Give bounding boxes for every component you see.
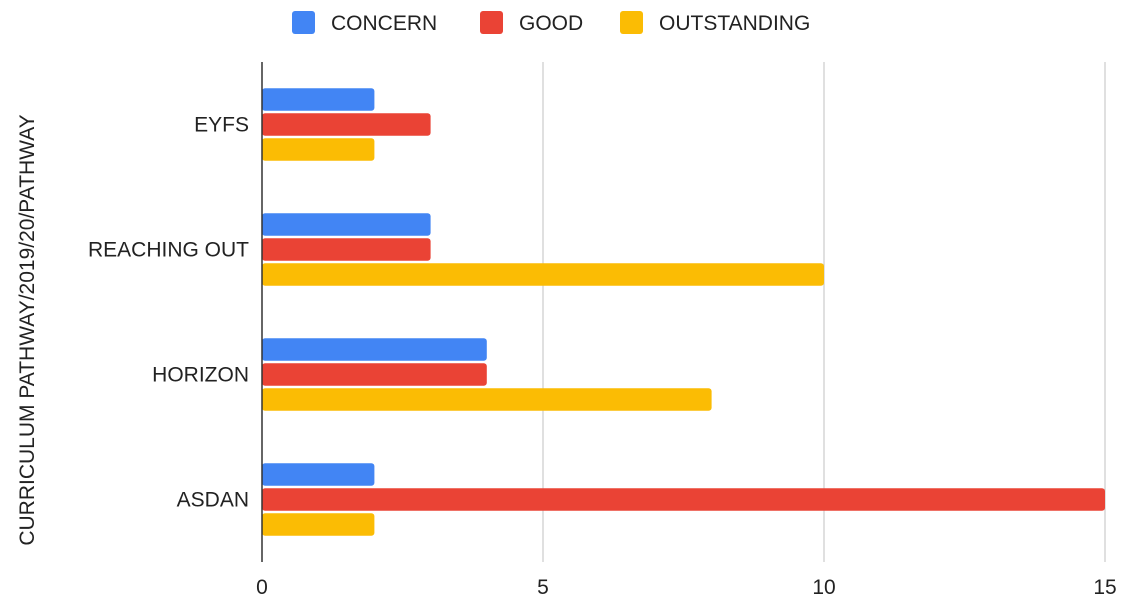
legend-swatch-good: [480, 11, 503, 34]
bar-reaching-out-outstanding: [262, 263, 824, 286]
bar-horizon-good: [262, 363, 487, 386]
legend-label-concern: CONCERN: [331, 12, 437, 35]
bar-reaching-out-concern: [262, 213, 431, 236]
bar-horizon-outstanding: [262, 388, 712, 411]
legend-swatch-concern: [292, 11, 315, 34]
x-tick-label: 0: [256, 576, 268, 597]
y-axis-title: CURRICULUM PATHWAY/2019/20/PATHWAY: [16, 114, 39, 545]
bar-horizon-concern: [262, 338, 487, 361]
legend: CONCERN GOOD OUTSTANDING: [292, 11, 810, 35]
legend-swatch-outstanding: [620, 11, 643, 34]
bars: [262, 88, 1105, 536]
category-label: ASDAN: [177, 489, 249, 512]
bar-eyfs-outstanding: [262, 138, 375, 161]
bar-asdan-concern: [262, 463, 375, 486]
legend-label-good: GOOD: [519, 12, 583, 35]
bar-asdan-good: [262, 488, 1105, 511]
x-tick-labels: 0 5 10 15: [256, 576, 1117, 597]
category-label: REACHING OUT: [88, 239, 249, 262]
gridlines: [542, 62, 1106, 562]
x-tick-label: 15: [1093, 576, 1116, 597]
bar-asdan-outstanding: [262, 513, 375, 536]
category-labels: EYFS REACHING OUT HORIZON ASDAN: [88, 114, 249, 512]
bar-reaching-out-good: [262, 238, 431, 261]
category-label: EYFS: [194, 114, 249, 137]
x-tick-label: 5: [537, 576, 549, 597]
x-tick-label: 10: [812, 576, 835, 597]
bar-eyfs-good: [262, 113, 431, 136]
category-label: HORIZON: [152, 364, 249, 387]
legend-label-outstanding: OUTSTANDING: [659, 12, 810, 35]
bar-eyfs-concern: [262, 88, 375, 111]
